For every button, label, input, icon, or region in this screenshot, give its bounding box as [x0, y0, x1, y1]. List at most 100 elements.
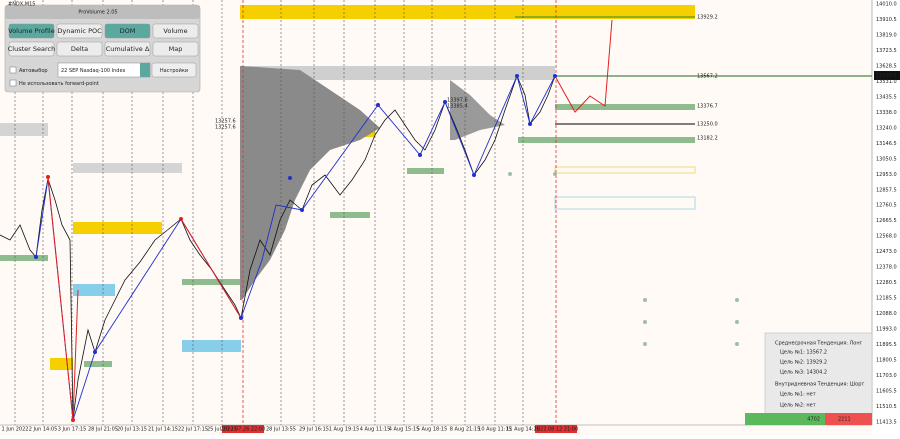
button-label: Dynamic POC: [57, 27, 102, 35]
time-label: 28 Jul 13:55: [266, 427, 296, 433]
marker-label: 13397.6: [447, 98, 468, 104]
panel-button[interactable]: Volume: [152, 23, 199, 39]
marker-label: 13385.4: [447, 104, 468, 110]
level-label: 13567.2: [697, 74, 718, 80]
zone: [182, 340, 241, 352]
marker-label: 13257.6: [215, 125, 236, 131]
zone: [554, 196, 696, 210]
price-label: 12568.0: [876, 234, 897, 240]
button-face: [56, 41, 103, 57]
panel-button[interactable]: Cumulative Δ: [104, 41, 151, 57]
zone: [0, 255, 48, 261]
time-label: 11 Aug 14:15: [506, 427, 540, 433]
button-face: [104, 41, 151, 57]
time-label: 29 Jul 16:15: [299, 427, 329, 433]
price-label: 12185.5: [876, 296, 897, 302]
zone: [73, 222, 162, 234]
instrument-select[interactable]: 22 SEP Nasdaq-100 Index: [61, 68, 125, 74]
price-label: 12665.5: [876, 218, 897, 224]
buy-count: 4702: [807, 417, 820, 423]
panel-title: ProVolume 2.05: [78, 10, 117, 16]
time-highlight: 2022.08.12 21:00: [534, 427, 579, 433]
current-price: 13588.5: [876, 73, 897, 79]
level-label: 13250.0: [697, 122, 718, 128]
time-label: 2 Jun 14:05: [29, 427, 58, 433]
volume-profile: [450, 80, 505, 140]
button-label: Volume: [163, 27, 187, 35]
time-label: 4 Aug 11:15: [360, 427, 391, 433]
panel-button[interactable]: Delta: [56, 41, 103, 57]
price-label: 12953.0: [876, 172, 897, 178]
price-label: 12280.5: [876, 280, 897, 286]
zone: [182, 279, 241, 285]
checkbox-label[interactable]: Не использовать forward-point: [19, 81, 99, 87]
level-label: 13182.2: [697, 136, 718, 142]
price-label: 11605.5: [876, 389, 897, 395]
volume-profile: [240, 66, 380, 300]
panel-button[interactable]: DOM: [104, 23, 151, 39]
time-label: 8 Aug 21:15: [450, 427, 481, 433]
level-label: 13376.7: [697, 104, 718, 110]
price-label: 11413.5: [876, 419, 897, 425]
button-label: Delta: [71, 45, 88, 53]
price-label: 13628.5: [876, 63, 897, 69]
info-line: Цель №3: 14304.2: [780, 370, 827, 376]
time-label: 1 Jun 2022: [2, 427, 29, 433]
price-label: 12473.0: [876, 249, 897, 255]
price-label: 11703.0: [876, 373, 897, 379]
time-label: 22 Jul 17:15: [178, 427, 208, 433]
info-line: Внутридневная Тенденция: Шорт: [775, 382, 864, 388]
button-label: Cumulative Δ: [106, 45, 150, 53]
zone: [0, 123, 48, 136]
price-label: 13819.0: [876, 32, 897, 38]
marker-label: 13257.6: [215, 119, 236, 125]
button-face: [104, 23, 151, 39]
button-face: [152, 41, 199, 57]
checkbox-label[interactable]: Автовыбор: [19, 68, 48, 74]
time-highlight: 2022.07.26 22:00: [221, 427, 266, 433]
button-label: Volume Profile: [8, 27, 54, 35]
price-label: 13050.5: [876, 156, 897, 162]
zone: [330, 212, 370, 218]
info-line: Цель №2: 13929.2: [780, 360, 827, 366]
time-label: 21 Jul 14:15: [148, 427, 178, 433]
button-face: [56, 23, 103, 39]
info-line: Цель №1: 13567.2: [780, 350, 827, 356]
button-label: Map: [169, 45, 183, 53]
price-label: 11993.0: [876, 327, 897, 333]
panel-button[interactable]: Dynamic POC: [56, 23, 103, 39]
button-label: DOM: [120, 27, 136, 35]
price-label: 11800.5: [876, 358, 897, 364]
button-face: [8, 41, 55, 57]
time-label: 5 Aug 18:15: [417, 427, 448, 433]
time-label: 4 Aug 15:15: [389, 427, 420, 433]
button-face: [152, 23, 199, 39]
panel-button[interactable]: Cluster Search: [8, 41, 55, 57]
price-label: 13435.5: [876, 94, 897, 100]
button-label: Cluster Search: [8, 45, 55, 53]
time-label: 1 Aug 19:15: [329, 427, 360, 433]
time-label: 25 Jul 20:15: [207, 427, 237, 433]
zone: [73, 163, 182, 173]
level-band: [240, 66, 555, 80]
price-label: 13910.5: [876, 17, 897, 23]
sell-count: 2211: [838, 417, 851, 423]
zone: [407, 168, 444, 174]
time-label: 10 Aug 11:15: [478, 427, 512, 433]
settings-button[interactable]: Настройки: [160, 67, 188, 74]
zone: [50, 358, 73, 370]
level-label: 13929.2: [697, 15, 718, 21]
price-label: 14010.0: [876, 2, 897, 8]
price-label: 11895.5: [876, 342, 897, 348]
zone: [84, 361, 112, 367]
zone: [554, 166, 696, 174]
panel-button[interactable]: Map: [152, 41, 199, 57]
price-label: 11510.5: [876, 404, 897, 410]
price-label: 13531.0: [876, 79, 897, 85]
panel-button[interactable]: Volume Profile: [8, 23, 55, 39]
price-label: 13338.0: [876, 110, 897, 116]
level-band: [240, 5, 695, 19]
price-label: 12378.0: [876, 265, 897, 271]
